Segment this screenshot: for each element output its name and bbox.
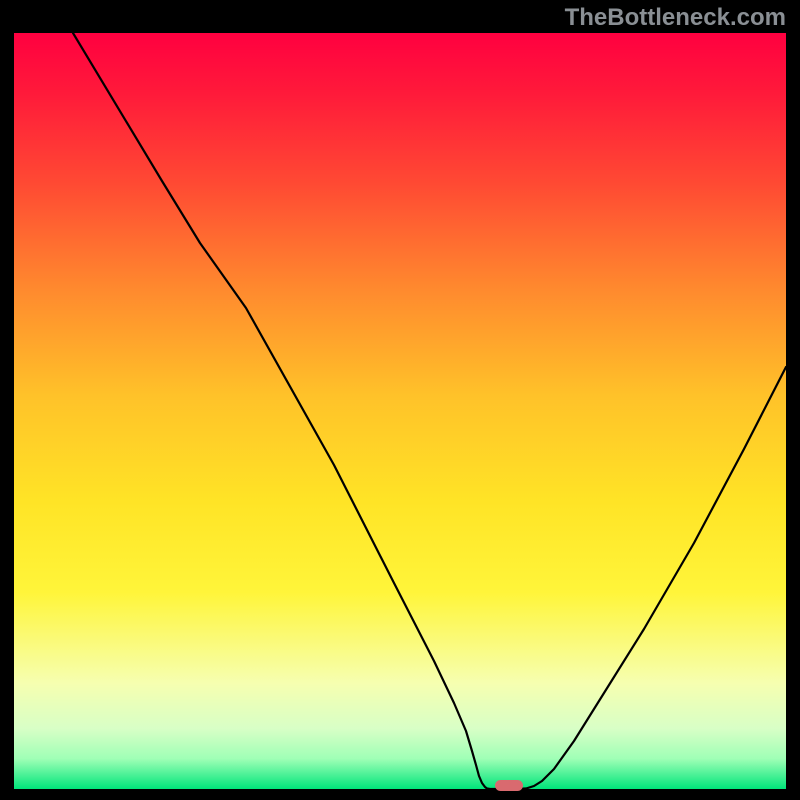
chart-container: TheBottleneck.com bbox=[0, 0, 800, 800]
min-marker-pill bbox=[495, 780, 523, 791]
watermark-text: TheBottleneck.com bbox=[565, 4, 786, 32]
plot-area bbox=[14, 33, 786, 789]
gradient-background bbox=[14, 33, 786, 789]
plot-svg bbox=[14, 33, 786, 789]
